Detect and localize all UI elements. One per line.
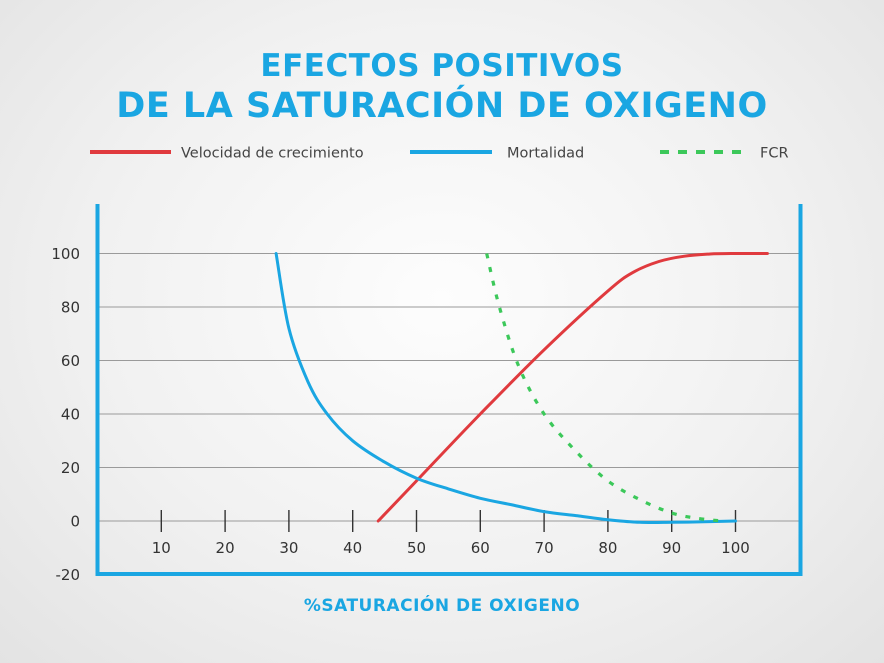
x-tick-label-10: 10 xyxy=(152,539,171,557)
tick-labels: 10 20 30 40 50 60 70 80 90 100 100 80 60 40 20 0 -20 xyxy=(51,245,749,584)
legend: Velocidad de crecimiento Mortalidad FCR xyxy=(90,146,789,162)
legend-label-0: Velocidad de crecimiento xyxy=(181,146,364,162)
x-tick-label-40: 40 xyxy=(343,539,362,557)
y-tick-label-100: 100 xyxy=(51,245,80,263)
x-tick-label-50: 50 xyxy=(407,539,426,557)
legend-label-1: Mortalidad xyxy=(507,146,584,162)
x-axis-label: %SATURACIÓN DE OXIGENO xyxy=(303,596,581,616)
x-tick-label-70: 70 xyxy=(535,539,554,557)
y-tick-label-40: 40 xyxy=(61,406,80,424)
legend-label-2: FCR xyxy=(760,146,789,162)
y-tick-label-20: 20 xyxy=(61,459,80,477)
y-tick-label-0: 0 xyxy=(70,513,80,531)
series-line-1 xyxy=(274,252,737,525)
chart-subtitle: DE LA SATURACIÓN DE OXIGENO xyxy=(116,86,768,126)
x-tick-label-80: 80 xyxy=(598,539,617,557)
x-tick-label-100: 100 xyxy=(721,539,750,557)
series-line-2 xyxy=(485,253,723,523)
x-tick-label-20: 20 xyxy=(216,539,235,557)
series-line-0 xyxy=(376,251,769,523)
x-tick-label-60: 60 xyxy=(471,539,490,557)
y-tick-label-60: 60 xyxy=(61,352,80,370)
series-lines xyxy=(274,251,769,525)
chart-title: EFECTOS POSITIVOS xyxy=(260,48,624,84)
y-tick-label--20: -20 xyxy=(56,566,81,584)
x-tick-label-30: 30 xyxy=(279,539,298,557)
x-tick-label-90: 90 xyxy=(662,539,681,557)
grid-lines xyxy=(97,253,801,468)
axes xyxy=(95,204,803,576)
y-tick-label-80: 80 xyxy=(61,299,80,317)
